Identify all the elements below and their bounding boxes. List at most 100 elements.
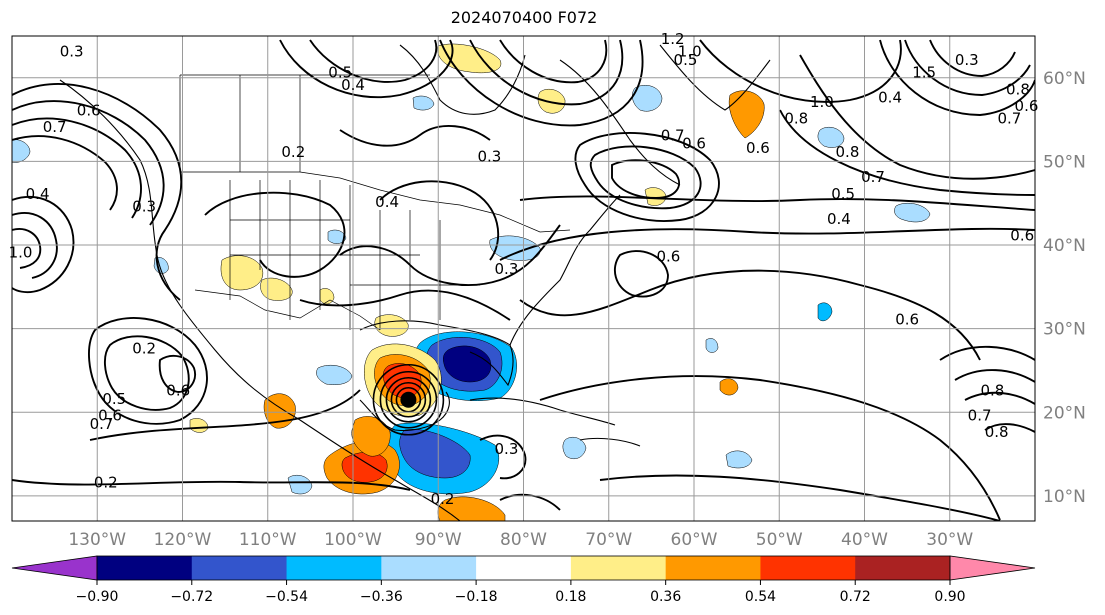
cyclone-ring	[395, 386, 422, 413]
hudson-bay-coast	[399, 44, 526, 115]
colorbar-segment	[760, 556, 856, 580]
colorbar-labels: −0.90 −0.72 −0.54 −0.36 −0.18 0.18 0.36 0.54 0.7…	[76, 580, 966, 605]
contour-line	[339, 125, 491, 147]
contour-label: 1.0	[678, 43, 702, 61]
colorbar-extend-low	[11, 555, 98, 581]
longitude-tick-label: 40°W	[841, 530, 888, 550]
positive-anomaly-greenland-sw	[728, 90, 765, 139]
negative-anomaly-baffin	[632, 85, 663, 112]
contour-label: 0.5	[328, 64, 352, 82]
contour-label: 0.4	[827, 210, 851, 228]
cuba-coast	[469, 397, 616, 426]
colorbar-tick-label: −0.54	[265, 589, 308, 605]
longitude-tick-label: 50°W	[756, 530, 803, 550]
contour-label: 0.7	[997, 110, 1021, 128]
contour-label: 0.6	[656, 248, 680, 266]
longitude-tick-label: 30°W	[926, 530, 973, 550]
negative-anomaly-caribbean-core	[399, 429, 471, 479]
shaded-anomaly-field	[12, 43, 931, 521]
contour-label: 1.5	[912, 64, 936, 82]
greenland-coast	[659, 44, 771, 111]
contour-line	[611, 159, 681, 199]
contour-label: 1.2	[661, 30, 685, 48]
contour-label: 0.7	[90, 415, 114, 433]
longitude-tick-label: 80°W	[500, 530, 547, 550]
contour-label: 0.8	[1006, 80, 1030, 98]
contour-line	[158, 354, 196, 393]
contour-label: 1.0	[810, 93, 834, 111]
labrador-coast	[559, 59, 681, 186]
contour-label: 0.2	[281, 143, 305, 161]
contour-line	[12, 195, 75, 294]
longitude-labels: 130°W 120°W 110°W 100°W 90°W 80°W 70°W 60°W 50°W…	[68, 530, 973, 550]
contour-line	[929, 39, 1016, 77]
contour-line	[954, 369, 1035, 383]
contour-label: 0.5	[102, 390, 126, 408]
contour-label: 0.2	[431, 490, 455, 508]
contour-label: 0.6	[746, 139, 770, 157]
contour-label: 0.6	[895, 310, 919, 328]
contour-lines	[12, 39, 1035, 521]
longitude-tick-label: 60°W	[671, 530, 718, 550]
contour-label: 0.8	[980, 381, 1004, 399]
colorbar-extend-high	[949, 555, 1036, 581]
negative-anomaly-gulf-center	[442, 345, 492, 383]
contour-line	[12, 100, 165, 226]
positive-anomaly-labrador	[537, 89, 566, 114]
contour-line	[699, 39, 902, 103]
contour-label: 0.8	[784, 110, 808, 128]
contour-label: 0.7	[43, 118, 67, 136]
contour-line	[519, 269, 981, 361]
contour-label: 0.4	[375, 193, 399, 211]
contour-label: 0.7	[661, 126, 685, 144]
contour-label: 1.0	[9, 243, 33, 261]
colorbar-segment	[665, 556, 761, 580]
contour-line	[12, 117, 142, 219]
contour-line	[519, 195, 1035, 211]
colorbar-tick-label: 0.36	[650, 589, 681, 605]
colorbar-segment	[476, 556, 572, 580]
contour-line	[539, 375, 1001, 521]
cyclone-eye-marker	[400, 391, 417, 408]
colorbar-segment	[286, 556, 382, 580]
contour-line	[469, 39, 624, 106]
longitude-tick-label: 130°W	[68, 530, 126, 550]
colorbar-segment	[570, 556, 667, 580]
contour-label: 0.6	[1015, 97, 1039, 115]
colorbar-tick-label: 0.90	[934, 589, 965, 605]
negative-anomaly-panama	[287, 475, 313, 495]
colorbar	[11, 555, 1036, 581]
contour-line	[379, 180, 500, 261]
contour-line	[499, 227, 1035, 261]
contour-label: 0.3	[477, 147, 501, 165]
colorbar-segment	[381, 556, 477, 580]
colorbar-tick-label: 0.72	[840, 589, 871, 605]
cyclone-contours	[372, 363, 445, 436]
colorbar-outline	[96, 555, 951, 581]
contour-label: 0.4	[878, 89, 902, 107]
colorbar-tick-label: −0.72	[170, 589, 213, 605]
negative-anomaly-pacific	[12, 139, 31, 163]
contour-label: 0.6	[1010, 227, 1034, 245]
colorbar-tick-label: −0.36	[360, 589, 403, 605]
latitude-tick-label: 30°N	[1043, 320, 1086, 340]
contour-line	[309, 39, 438, 83]
latitude-labels: 10°N 20°N 30°N 40°N 50°N 60°N	[1043, 69, 1086, 507]
cyclone-ring	[390, 381, 427, 418]
latitude-tick-label: 50°N	[1043, 152, 1086, 172]
latitude-tick-label: 20°N	[1043, 403, 1086, 423]
contour-line	[479, 434, 527, 480]
longitude-tick-label: 90°W	[415, 530, 462, 550]
contour-label: 0.8	[836, 143, 860, 161]
gulf-coast	[359, 320, 514, 387]
contour-line	[299, 289, 511, 321]
colorbar-tick-label: 0.54	[745, 589, 776, 605]
contour-line	[613, 250, 669, 298]
negative-anomaly-canada	[412, 95, 435, 111]
political-borders	[179, 74, 571, 331]
contour-line	[779, 109, 1035, 196]
contour-label: 0.4	[26, 185, 50, 203]
coastlines	[59, 44, 771, 521]
contour-label: 0.6	[77, 101, 101, 119]
positive-anomaly-central-america	[437, 496, 506, 521]
